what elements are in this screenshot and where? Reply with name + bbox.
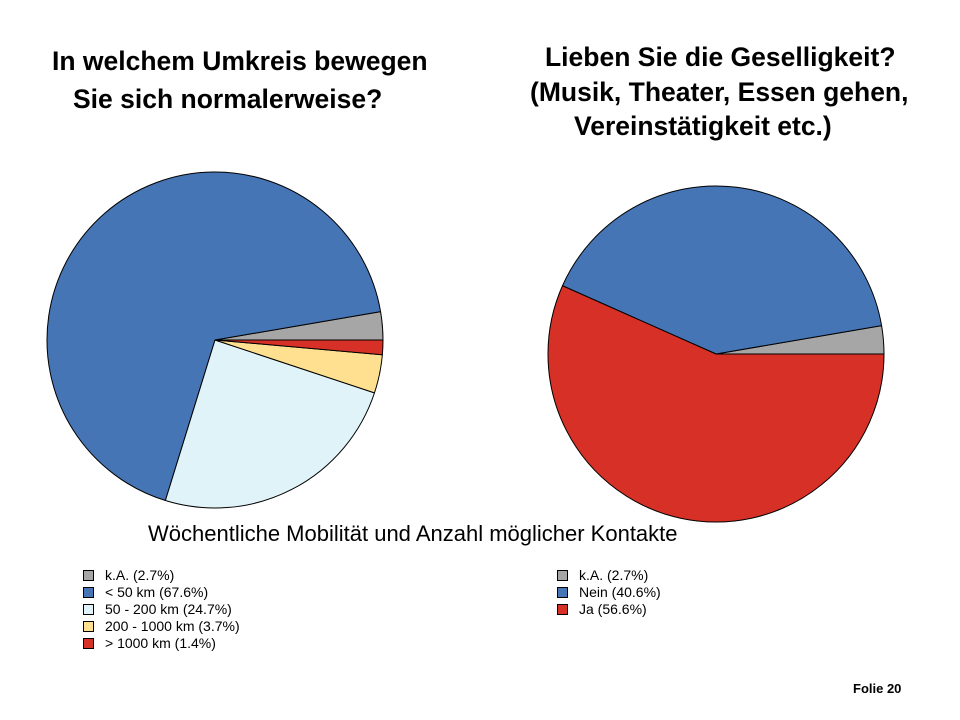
legend-label: 50 - 200 km (24.7%) (105, 601, 232, 617)
legend-swatch (83, 587, 94, 598)
legend-swatch (557, 587, 568, 598)
legend-swatch (83, 604, 94, 615)
legend-label: k.A. (2.7%) (579, 567, 649, 583)
chart-title-geselligkeit-line-2: (Musik, Theater, Essen gehen, (530, 77, 909, 107)
legend-swatch (83, 570, 94, 581)
legend-item: k.A. (2.7%) (83, 567, 240, 584)
legend-item: 200 - 1000 km (3.7%) (83, 618, 240, 635)
legend-swatch (83, 638, 94, 649)
geselligkeit-slice-ja (547, 285, 885, 523)
legend-item: 50 - 200 km (24.7%) (83, 601, 240, 618)
umkreis-slice-gt-1000-km (214, 339, 384, 356)
chart-title-umkreis-line-1: In welchem Umkreis bewegen (52, 46, 428, 76)
chart-title-geselligkeit-line-3: Vereinstätigkeit etc.) (574, 111, 832, 141)
legend-geselligkeit: k.A. (2.7%) Nein (40.6%) Ja (56.6%) (557, 567, 661, 618)
pie-chart-geselligkeit (547, 185, 885, 523)
geselligkeit-slice-nein (561, 185, 883, 355)
pie-chart-umkreis (46, 171, 384, 509)
slide-caption: Wöchentliche Mobilität und Anzahl möglic… (148, 521, 678, 546)
legend-umkreis: k.A. (2.7%) < 50 km (67.6%) 50 - 200 km … (83, 567, 240, 652)
legend-item: < 50 km (67.6%) (83, 584, 240, 601)
slide-number: Folie 20 (853, 681, 902, 696)
legend-item: Nein (40.6%) (557, 584, 661, 601)
chart-title-geselligkeit-line-1: Lieben Sie die Geselligkeit? (545, 42, 896, 72)
legend-label: Nein (40.6%) (579, 584, 661, 600)
legend-item: > 1000 km (1.4%) (83, 635, 240, 652)
chart-title-umkreis-line-2: Sie sich normalerweise? (73, 84, 383, 114)
legend-label: k.A. (2.7%) (105, 567, 175, 583)
legend-label: Ja (56.6%) (579, 601, 647, 617)
legend-label: > 1000 km (1.4%) (105, 635, 216, 651)
legend-swatch (557, 570, 568, 581)
umkreis-slice-lt-50-km (46, 171, 382, 502)
legend-label: < 50 km (67.6%) (105, 584, 209, 600)
legend-swatch (83, 621, 94, 632)
legend-item: Ja (56.6%) (557, 601, 661, 618)
legend-item: k.A. (2.7%) (557, 567, 661, 584)
legend-swatch (557, 604, 568, 615)
legend-label: 200 - 1000 km (3.7%) (105, 618, 240, 634)
umkreis-slice-50-200-km (164, 339, 375, 509)
